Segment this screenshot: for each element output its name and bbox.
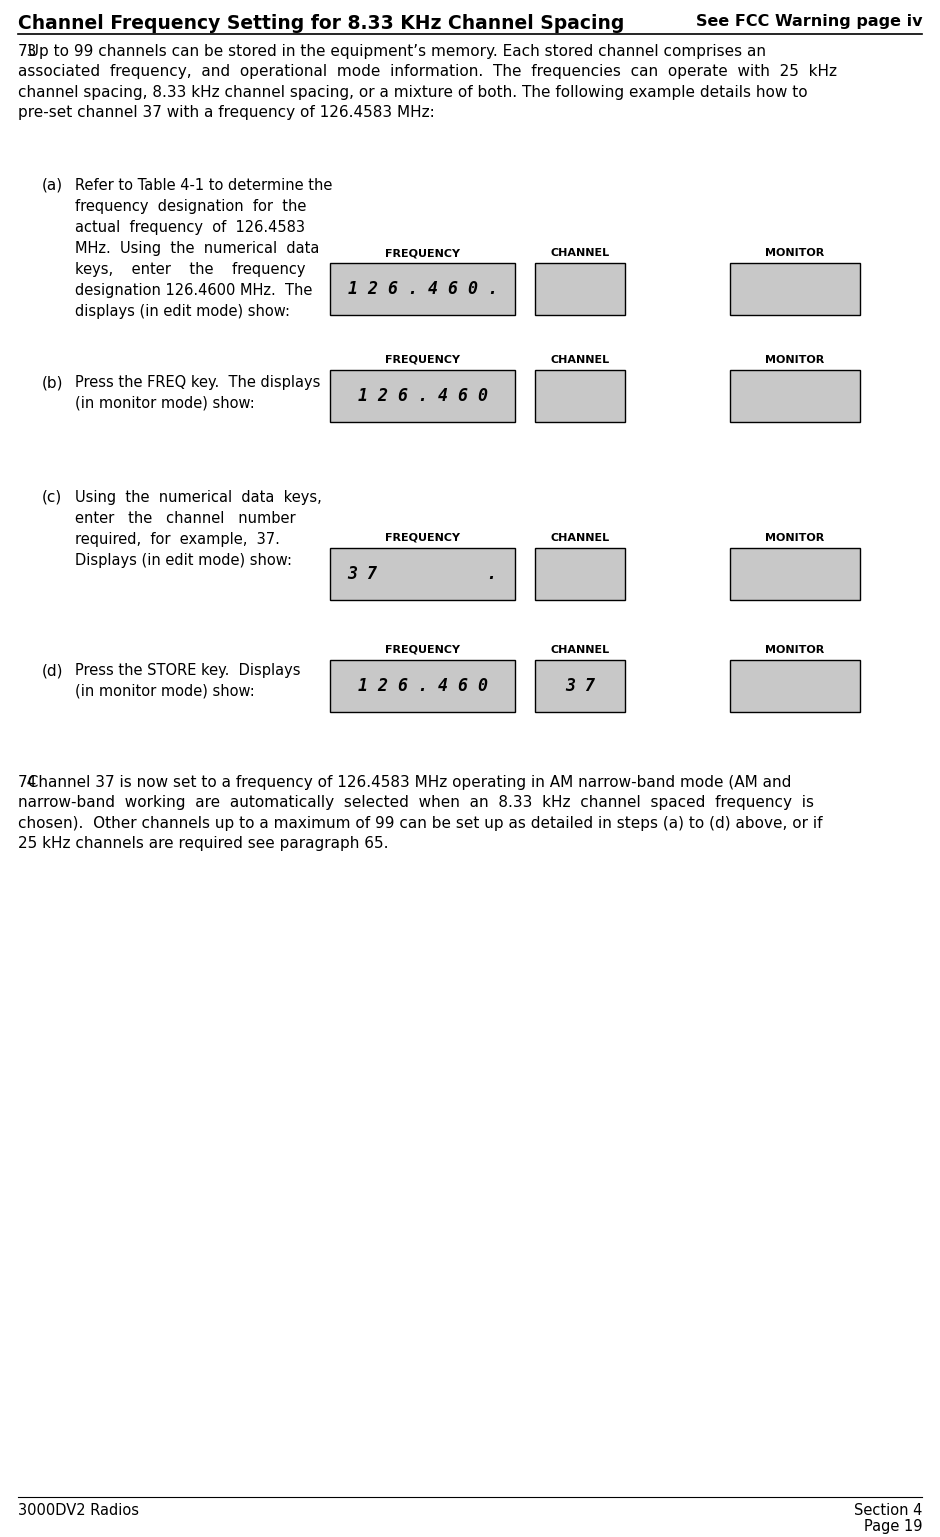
Bar (730, 659, 860, 712)
Bar (535, 263, 625, 315)
Text: (d): (d) (42, 662, 64, 678)
Bar (330, 263, 515, 315)
Text: CHANNEL: CHANNEL (551, 355, 609, 364)
Bar (535, 370, 625, 423)
Text: FREQUENCY: FREQUENCY (385, 355, 460, 364)
Text: CHANNEL: CHANNEL (551, 533, 609, 543)
Text: 3 7: 3 7 (565, 676, 595, 695)
Text: Press the FREQ key.  The displays
(in monitor mode) show:: Press the FREQ key. The displays (in mon… (75, 375, 321, 410)
Text: Section 4: Section 4 (854, 1503, 922, 1519)
Text: (a): (a) (42, 178, 63, 194)
Text: FREQUENCY: FREQUENCY (385, 247, 460, 258)
Text: 73: 73 (18, 45, 38, 58)
Text: CHANNEL: CHANNEL (551, 247, 609, 258)
Text: MONITOR: MONITOR (765, 247, 824, 258)
Text: Refer to Table 4-1 to determine the
frequency  designation  for  the
actual  fre: Refer to Table 4-1 to determine the freq… (75, 178, 333, 320)
Bar (330, 659, 515, 712)
Bar (330, 370, 515, 423)
Bar (330, 549, 515, 599)
Text: MONITOR: MONITOR (765, 355, 824, 364)
Text: MONITOR: MONITOR (765, 533, 824, 543)
Text: 74: 74 (18, 775, 38, 790)
Text: 3 7           .: 3 7 . (348, 566, 497, 583)
Text: FREQUENCY: FREQUENCY (385, 533, 460, 543)
Text: Up to 99 channels can be stored in the equipment’s memory. Each stored channel c: Up to 99 channels can be stored in the e… (18, 45, 837, 120)
Text: Press the STORE key.  Displays
(in monitor mode) show:: Press the STORE key. Displays (in monito… (75, 662, 301, 699)
Text: See FCC Warning page iv: See FCC Warning page iv (696, 14, 922, 29)
Text: Page 19: Page 19 (864, 1519, 922, 1534)
Bar (730, 549, 860, 599)
Bar (535, 659, 625, 712)
Text: Using  the  numerical  data  keys,
enter   the   channel   number
required,  for: Using the numerical data keys, enter the… (75, 490, 321, 569)
Text: 1 2 6 . 4 6 0 .: 1 2 6 . 4 6 0 . (348, 280, 497, 298)
Text: (b): (b) (42, 375, 64, 390)
Bar (535, 549, 625, 599)
Text: (c): (c) (42, 490, 62, 506)
Text: Channel Frequency Setting for 8.33 KHz Channel Spacing: Channel Frequency Setting for 8.33 KHz C… (18, 14, 624, 32)
Text: 1 2 6 . 4 6 0: 1 2 6 . 4 6 0 (357, 676, 488, 695)
Text: FREQUENCY: FREQUENCY (385, 646, 460, 655)
Text: Channel 37 is now set to a frequency of 126.4583 MHz operating in AM narrow-band: Channel 37 is now set to a frequency of … (18, 775, 822, 851)
Text: 1 2 6 . 4 6 0: 1 2 6 . 4 6 0 (357, 387, 488, 406)
Bar (730, 263, 860, 315)
Text: 3000DV2 Radios: 3000DV2 Radios (18, 1503, 139, 1519)
Bar (730, 370, 860, 423)
Text: CHANNEL: CHANNEL (551, 646, 609, 655)
Text: MONITOR: MONITOR (765, 646, 824, 655)
